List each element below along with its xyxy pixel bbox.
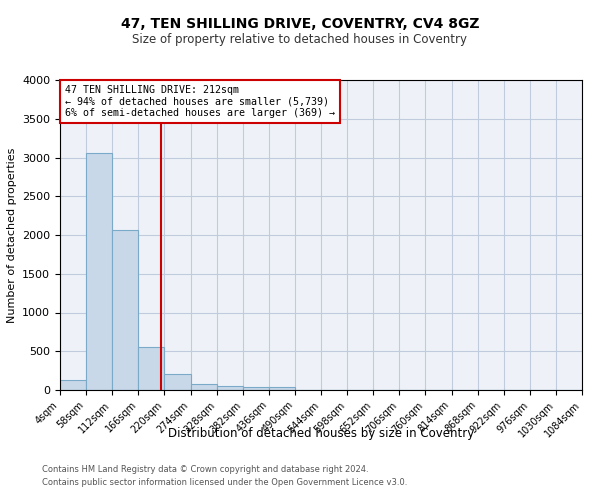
Bar — [269, 387, 295, 390]
Text: Size of property relative to detached houses in Coventry: Size of property relative to detached ho… — [133, 32, 467, 46]
Text: Contains public sector information licensed under the Open Government Licence v3: Contains public sector information licen… — [42, 478, 407, 487]
Bar — [164, 374, 191, 390]
Text: 47, TEN SHILLING DRIVE, COVENTRY, CV4 8GZ: 47, TEN SHILLING DRIVE, COVENTRY, CV4 8G… — [121, 18, 479, 32]
Bar — [139, 346, 164, 390]
Bar — [112, 230, 139, 390]
Bar — [191, 384, 217, 390]
Text: Distribution of detached houses by size in Coventry: Distribution of detached houses by size … — [168, 428, 474, 440]
Y-axis label: Number of detached properties: Number of detached properties — [7, 148, 17, 322]
Text: 47 TEN SHILLING DRIVE: 212sqm
← 94% of detached houses are smaller (5,739)
6% of: 47 TEN SHILLING DRIVE: 212sqm ← 94% of d… — [65, 84, 335, 118]
Text: Contains HM Land Registry data © Crown copyright and database right 2024.: Contains HM Land Registry data © Crown c… — [42, 466, 368, 474]
Bar — [60, 380, 86, 390]
Bar — [242, 386, 269, 390]
Bar — [86, 153, 112, 390]
Bar — [217, 386, 242, 390]
